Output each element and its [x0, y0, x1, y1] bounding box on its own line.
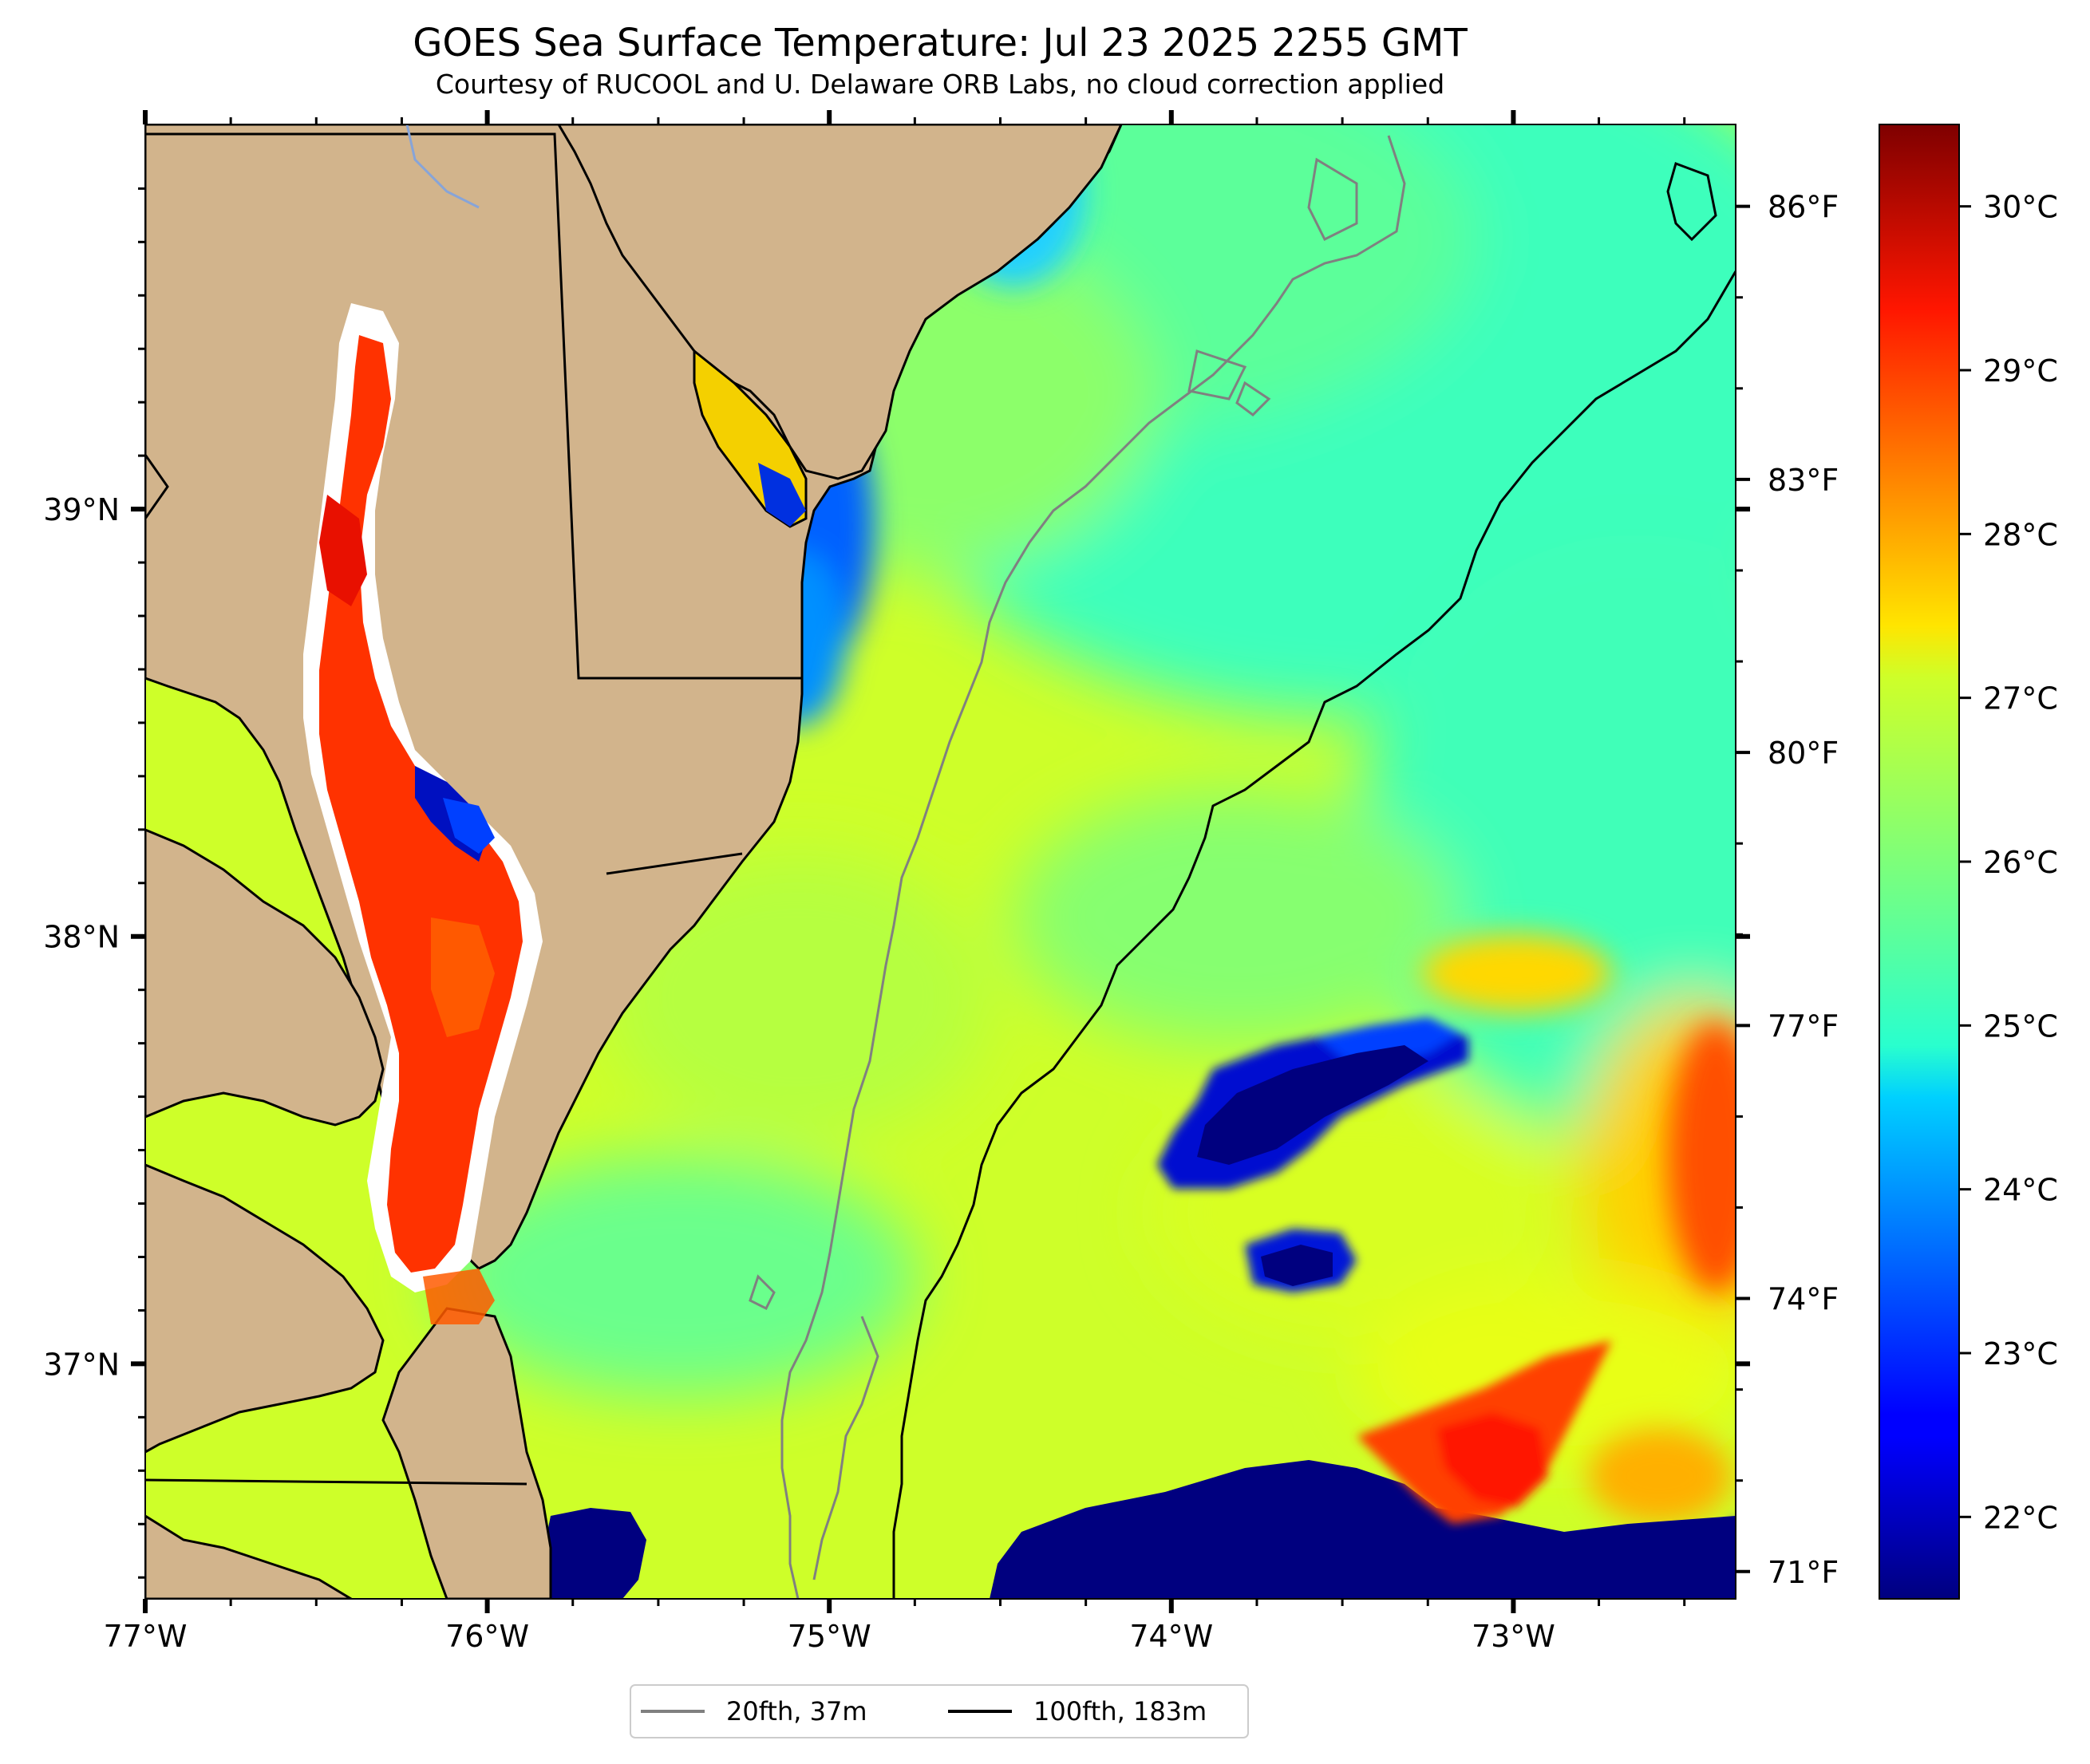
river-line: [405, 124, 480, 209]
fahrenheit-axis-ticks: 86°F 83°F 80°F 77°F 74°F 71°F: [1736, 190, 1839, 1590]
colorbar-tick-label: 27°C: [1983, 681, 2058, 716]
map-area: [145, 124, 1736, 1599]
colorbar-tick-label: 30°C: [1983, 190, 2058, 225]
colorbar-tick-label: 26°C: [1983, 845, 2058, 880]
legend-label-20fth: 20fth, 37m: [726, 1696, 867, 1727]
y-axis-ticks: 39°N 38°N 37°N: [43, 187, 1750, 1579]
colorbar-tick-label: 22°C: [1983, 1500, 2058, 1535]
legend-label-100fth: 100fth, 183m: [1033, 1696, 1207, 1727]
y-tick-label: 39°N: [43, 492, 120, 527]
x-tick-label: 75°W: [788, 1619, 871, 1654]
f-tick-label: 83°F: [1768, 463, 1839, 498]
y-tick-label: 37°N: [43, 1347, 120, 1382]
map-subtitle: Courtesy of RUCOOL and U. Delaware ORB L…: [436, 69, 1444, 100]
isobath-20fth: [749, 135, 1406, 1599]
chesapeake-bay: [303, 303, 543, 1324]
f-tick-label: 74°F: [1768, 1282, 1839, 1317]
x-tick-label: 74°W: [1129, 1619, 1213, 1654]
x-tick-label: 73°W: [1472, 1619, 1555, 1654]
f-tick-label: 86°F: [1768, 190, 1839, 225]
colorbar-tick-label: 29°C: [1983, 353, 2058, 389]
x-axis-ticks: 77°W 76°W 75°W 74°W 73°W: [104, 110, 1686, 1654]
x-tick-label: 77°W: [104, 1619, 188, 1654]
new-jersey-land: [557, 124, 1123, 480]
f-tick-label: 71°F: [1768, 1555, 1839, 1590]
legend-frame: [630, 1684, 1249, 1738]
y-tick-label: 38°N: [43, 920, 120, 955]
virginia-south-land: [145, 1514, 354, 1599]
colorbar-tick-label: 25°C: [1983, 1008, 2058, 1044]
colorbar-gradient: [1879, 124, 1960, 1600]
x-tick-label: 76°W: [445, 1619, 529, 1654]
map-title: GOES Sea Surface Temperature: Jul 23 202…: [413, 21, 1468, 65]
colorbar-tick-label: 28°C: [1983, 517, 2058, 552]
colorbar-tick-label: 23°C: [1983, 1336, 2058, 1371]
colorbar-tick-label: 24°C: [1983, 1173, 2058, 1208]
state-borders: [145, 132, 802, 1486]
isobath-100fth: [892, 162, 1736, 1599]
western-shore-land: [145, 828, 385, 1127]
f-tick-label: 77°F: [1768, 1008, 1839, 1044]
contour-legend: 20fth, 37m 100fth, 183m: [630, 1684, 1249, 1738]
colorbar-ticks: 22°C 23°C 24°C 25°C 26°C 27°C 28°C 29°C 30°C: [1959, 190, 2058, 1535]
map-frame: [144, 124, 1736, 1600]
colorbar: 22°C 23°C 24°C 25°C 26°C 27°C 28°C 29°C 30°C: [1879, 124, 2058, 1600]
f-tick-label: 80°F: [1768, 736, 1839, 771]
